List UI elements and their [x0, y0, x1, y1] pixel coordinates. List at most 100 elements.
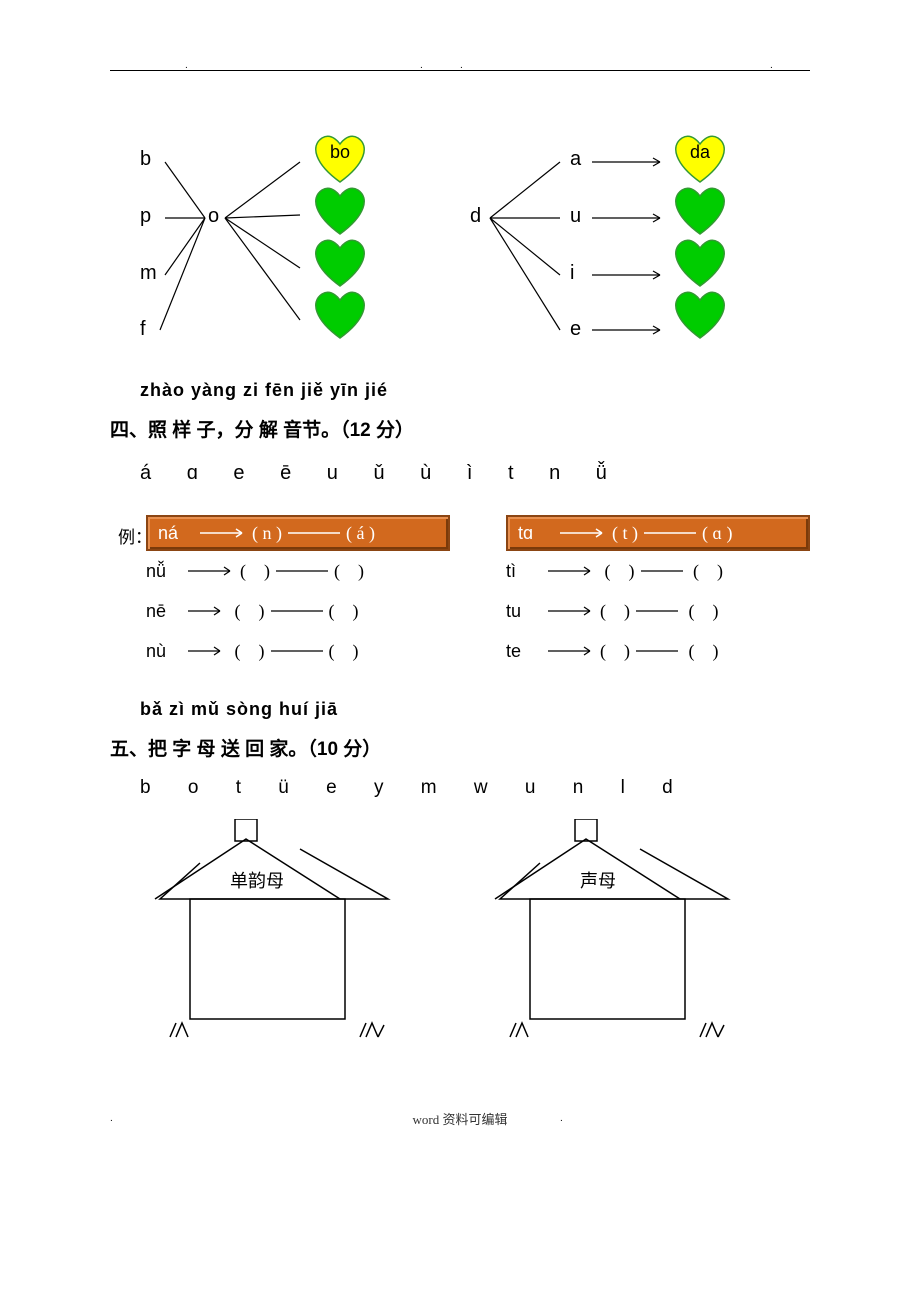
decomp-row: nē ( ) ( ) [146, 591, 450, 631]
connector-lines [110, 140, 430, 360]
bank-letter: ǚ [596, 462, 607, 484]
line-icon [632, 604, 682, 618]
bank-letter: ì [467, 462, 473, 484]
letter: o [188, 777, 199, 798]
section4-title: 四、照 样 子，分 解 音节。（12 分） [110, 415, 810, 442]
blank[interactable]: ( ) [684, 601, 719, 622]
example-content: ná ( n ) ( á ) [158, 523, 438, 544]
house-vowels: 单韵母 [140, 819, 430, 1049]
heart-icon [670, 290, 730, 340]
heart-label-da: da [670, 142, 730, 163]
blank[interactable]: ( ) [230, 601, 265, 622]
letter: m [421, 777, 437, 798]
bank-letter: ē [280, 462, 291, 484]
decomp-left: 例： ná ( n ) ( á ) nǚ ( ) ( ) nē [120, 515, 450, 671]
dot: . [420, 60, 423, 71]
example-label: 例： [118, 523, 152, 548]
arrow-icon [560, 526, 610, 540]
dot: . [560, 1113, 563, 1124]
heart-icon [670, 186, 730, 236]
paren: ( ɑ ) [702, 523, 732, 544]
letter: u [525, 777, 536, 798]
decomposition-area: 例： ná ( n ) ( á ) nǚ ( ) ( ) nē [120, 515, 810, 671]
syl: nē [146, 601, 186, 622]
letter: b [140, 777, 151, 798]
dot: . [770, 60, 773, 71]
line-icon [267, 644, 327, 658]
page: . . . . b p m f o bo [0, 0, 920, 1168]
connector-lines [470, 140, 810, 360]
section5-letter-list: b o t ü e y m w u n l d [140, 777, 810, 799]
arrow-icon [548, 564, 598, 578]
arrow-icon [188, 604, 228, 618]
blank[interactable]: ( ) [600, 601, 630, 622]
arrow-icon [548, 644, 598, 658]
syllable-diagrams: b p m f o bo [110, 140, 810, 370]
bank-letter: á [140, 462, 151, 484]
blank[interactable]: ( ) [329, 601, 359, 622]
bank-letter: t [508, 462, 514, 484]
house-label-vowels: 单韵母 [230, 867, 284, 893]
footer-text: word 资料可编辑 [110, 1109, 810, 1128]
consonant-b: b [140, 148, 151, 171]
syl: tì [506, 561, 546, 582]
line-icon [272, 564, 332, 578]
vowel-u: u [570, 205, 581, 228]
ex-c: n [263, 523, 272, 543]
heart-icon [310, 238, 370, 288]
section5-pinyin: bǎ zì mǔ sòng huí jiā [140, 699, 810, 720]
house-icon [480, 819, 770, 1049]
letter: e [326, 777, 337, 798]
paren: ( n ) [252, 523, 282, 544]
decomp-row: nǚ ( ) ( ) [146, 551, 450, 591]
blank[interactable]: ( ) [600, 641, 630, 662]
letter: ü [278, 777, 289, 798]
dot: . [110, 1113, 113, 1124]
vowel-e: e [570, 318, 581, 341]
consonant-d: d [470, 205, 481, 228]
letter-bank: á ɑ e ē u ǔ ù ì t n ǚ [140, 462, 810, 485]
example-content: tɑ ( t ) ( ɑ ) [518, 523, 798, 544]
decomp-row: tu ( ) ( ) [506, 591, 810, 631]
syl: nǚ [146, 561, 186, 582]
bank-letter: ǔ [373, 462, 384, 484]
blank[interactable]: ( ) [230, 641, 265, 662]
bank-letter: u [327, 462, 338, 484]
vowel-a: a [570, 148, 581, 171]
house-icon [140, 819, 430, 1049]
paren: ( á ) [346, 523, 375, 544]
arrow-icon [548, 604, 598, 618]
bank-letter: n [549, 462, 560, 484]
blank[interactable]: ( ) [334, 561, 364, 582]
syl: nù [146, 641, 186, 662]
house-consonants: 声母 [480, 819, 770, 1049]
blank[interactable]: ( ) [684, 641, 719, 662]
blank[interactable]: ( ) [240, 561, 270, 582]
example-box-left: 例： ná ( n ) ( á ) [146, 515, 450, 551]
line-icon [640, 526, 700, 540]
consonant-p: p [140, 205, 151, 228]
houses-row: 单韵母 声母 [140, 819, 810, 1049]
blank[interactable]: ( ) [329, 641, 359, 662]
blank[interactable]: ( ) [600, 561, 635, 582]
blank[interactable]: ( ) [689, 561, 724, 582]
bank-letter: ù [420, 462, 431, 484]
diagram-left: b p m f o bo [110, 140, 430, 360]
arrow-icon [188, 644, 228, 658]
syl: tu [506, 601, 546, 622]
vowel-o: o [208, 205, 219, 228]
line-icon [284, 526, 344, 540]
decomp-right: tɑ ( t ) ( ɑ ) tì ( ) ( ) tu ( ) [480, 515, 810, 671]
letter: w [474, 777, 488, 798]
ex-syllable: ná [158, 523, 198, 544]
ex-syllable: tɑ [518, 523, 558, 544]
ex-v: á [357, 523, 365, 543]
heart-label-bo: bo [310, 142, 370, 163]
bank-letter: ɑ [187, 462, 198, 484]
letter: y [374, 777, 384, 798]
letter: d [662, 777, 673, 798]
ex-c: t [623, 523, 628, 543]
dot: . [185, 60, 188, 71]
section5-title: 五、把 字 母 送 回 家。（10 分） [110, 734, 810, 761]
line-icon [267, 604, 327, 618]
